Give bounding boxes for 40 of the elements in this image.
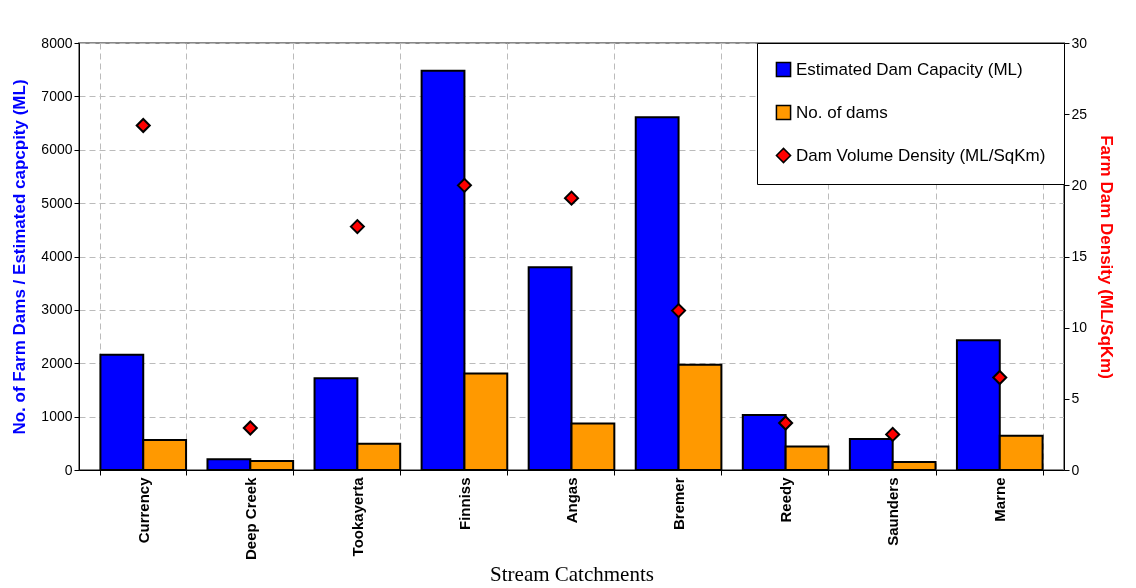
legend-label: No. of dams [796,102,888,122]
x-tick-label: Deep Creek [241,476,259,561]
y-axis-title: No. of Farm Dams / Estimated capcpity (ML) [10,79,30,435]
y2-axis-title: Farm Dam Density (ML/SqKm) [1097,135,1117,379]
y2-tick-label: 15 [1071,248,1088,264]
x-axis-title: Stream Catchments [490,562,654,587]
x-tick-label: Tookayerta [348,476,366,557]
point [349,219,365,235]
legend-label: Estimated Dam Capacity (ML) [796,59,1023,79]
point [671,303,687,319]
x-tick-label: Angas [563,477,580,524]
x-tick-label: Finniss [455,477,473,531]
y-tick-label: 1000 [41,408,73,425]
legend-label: Dam Volume Density (ML/SqKm) [796,145,1046,165]
y2-tick-label: 20 [1071,176,1088,193]
point [885,426,901,442]
point [563,190,580,206]
point [242,420,258,436]
y2-tick-label: 0 [1071,461,1080,478]
x-tick-label: Currency [134,476,152,544]
y-tick-label: 5000 [41,194,73,211]
y-tick-label: 7000 [41,87,73,104]
y2-tick-label: 10 [1071,319,1088,336]
y-tick-label: 4000 [41,248,73,264]
y-tick-label: 0 [64,461,73,478]
y2-tick-label: 30 [1071,34,1088,51]
point [778,415,794,431]
x-tick-label: Reedy [777,476,795,523]
point [456,177,472,193]
y2-tick-label: 25 [1071,105,1088,122]
point [992,369,1008,385]
y-tick-label: 3000 [41,301,73,318]
x-tick-label: Saunders [884,477,902,546]
point [135,118,151,134]
y-tick-label: 6000 [41,141,73,158]
x-tick-label: Marne [991,477,1009,522]
y2-tick-label: 5 [1071,390,1080,407]
y-tick-label: 2000 [41,354,73,371]
y-tick-label: 8000 [41,34,73,51]
x-tick-label: Bremer [670,477,688,531]
